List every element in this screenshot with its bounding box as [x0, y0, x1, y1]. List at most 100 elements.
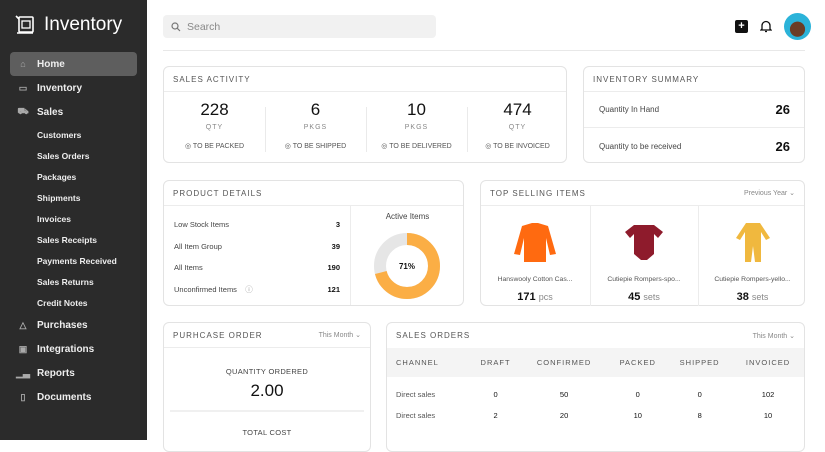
donut-active-arc	[374, 233, 440, 299]
column-header: CHANNEL	[387, 348, 472, 377]
bell-icon[interactable]	[760, 20, 772, 33]
sidebar-item-label: Purchases	[37, 319, 88, 331]
sidebar-item-label: Shipments	[37, 192, 81, 203]
sidebar-item-payments-received[interactable]: Payments Received	[10, 250, 137, 271]
product-detail-row[interactable]: All Item Group 39	[164, 236, 350, 258]
stat-value: 6	[310, 100, 321, 119]
sidebar-item-customers[interactable]: Customers	[10, 124, 137, 145]
top-selling-item[interactable]: Cutiepie Rompers-spo... 45 sets	[589, 206, 698, 306]
top-selling-item[interactable]: Hanswooly Cotton Cas... 171 pcs	[481, 206, 589, 306]
sidebar-item-shipments[interactable]: Shipments	[10, 187, 137, 208]
integrations-icon: ▣	[18, 343, 28, 354]
table-cell: 0	[635, 390, 640, 399]
donut-title: Active Items	[385, 212, 430, 221]
table-cell: 10	[763, 411, 773, 420]
stat-0[interactable]: 228 QTY ◎ TO BE PACKED	[164, 92, 265, 164]
info-icon[interactable]: ⓘ	[245, 284, 253, 294]
divider	[265, 107, 266, 152]
card-title: PRODUCT DETAILS	[173, 188, 263, 198]
stat-label: TO BE PACKED	[192, 143, 245, 150]
sidebar-item-inventory[interactable]: ▭ Inventory	[10, 76, 137, 100]
donut-label: 71%	[399, 262, 415, 271]
row-label: Quantity to be received	[599, 141, 682, 151]
check-circle-icon: ◎	[184, 143, 192, 150]
sidebar-item-label: Credit Notes	[37, 297, 88, 308]
row-value: 26	[775, 102, 790, 117]
period-dropdown[interactable]: This Month ⌄	[752, 332, 795, 340]
quantity-in-hand-row: Quantity In Hand 26	[584, 92, 804, 128]
row-label: Quantity In Hand	[599, 105, 660, 114]
sidebar-item-packages[interactable]: Packages	[10, 166, 137, 187]
table-row[interactable]: Direct sales 0 50 0 0 102	[387, 384, 804, 405]
item-unit: pcs	[538, 292, 553, 302]
stat-label: TO BE INVOICED	[493, 143, 550, 150]
sidebar-item-sales[interactable]: ⛟ Sales	[10, 100, 137, 124]
active-items-donut: 71%	[374, 233, 440, 299]
sidebar-item-invoices[interactable]: Invoices	[10, 208, 137, 229]
table-row[interactable]: Direct sales 2 20 10 8 10	[387, 405, 804, 426]
period-dropdown[interactable]: This Month ⌄	[318, 332, 361, 339]
stat-1[interactable]: 6 PKGS ◎ TO BE SHIPPED	[265, 92, 366, 164]
item-qty: 171	[517, 291, 536, 303]
sidebar-item-sales-orders[interactable]: Sales Orders	[10, 145, 137, 166]
divider	[170, 410, 364, 412]
sidebar: Inventory ⌂ Home ▭ Inventory ⛟ Sales Customers…	[0, 0, 147, 440]
top-selling-item[interactable]: Cutiepie Rompers-yello... 38 sets	[698, 206, 806, 306]
product-detail-row[interactable]: Unconfirmed Items ⓘ 121	[164, 279, 350, 301]
item-unit: sets	[643, 292, 660, 302]
stat-3[interactable]: 474 QTY ◎ TO BE INVOICED	[467, 92, 568, 164]
table-cell: 2	[493, 411, 498, 420]
product-image	[735, 223, 770, 262]
product-detail-row[interactable]: All Items 190	[164, 257, 350, 279]
row-label: Low Stock Items	[174, 220, 230, 230]
stat-unit: QTY	[205, 124, 224, 131]
stat-value: 10	[407, 100, 426, 119]
table-cell: 50	[559, 390, 569, 399]
item-name: Cutiepie Rompers-spo...	[607, 276, 681, 283]
sales-activity-card: SALES ACTIVITY 228 QTY ◎ TO BE PACKED 6 PKGS…	[163, 66, 567, 163]
sidebar-item-documents[interactable]: ▯ Documents	[10, 385, 137, 409]
sidebar-item-purchases[interactable]: △ Purchases	[10, 313, 137, 337]
check-circle-icon: ◎	[381, 143, 388, 150]
document-icon: ▯	[20, 391, 26, 402]
check-circle-icon: ◎	[485, 143, 492, 150]
row-label: All Item Group	[174, 241, 222, 251]
product-detail-row[interactable]: Low Stock Items 3	[164, 214, 350, 236]
sidebar-item-sales-receipts[interactable]: Sales Receipts	[10, 229, 137, 250]
row-value: 121	[327, 284, 340, 294]
row-value: 3	[335, 220, 340, 230]
sidebar-item-label: Inventory	[37, 82, 83, 94]
sidebar-item-label: Documents	[37, 391, 92, 403]
box-icon: ▭	[18, 82, 28, 93]
avatar[interactable]	[784, 13, 811, 40]
header-actions: +	[735, 13, 811, 40]
card-title: PURHCASE ORDER	[173, 330, 263, 340]
brand-logo[interactable]: Inventory	[14, 14, 122, 36]
table-cell: Direct sales	[396, 390, 436, 399]
item-unit: sets	[751, 292, 769, 302]
sidebar-item-home[interactable]: ⌂ Home	[10, 52, 137, 76]
sidebar-item-label: Sales Returns	[37, 276, 94, 287]
search-input[interactable]: Search	[163, 15, 436, 38]
sales-orders-card: SALES ORDERS This Month ⌄ CHANNEL DRAFT CON…	[386, 322, 805, 452]
header-divider	[163, 50, 805, 51]
bag-icon: △	[19, 319, 27, 330]
add-icon[interactable]: +	[735, 20, 748, 33]
sidebar-item-label: Customers	[37, 129, 82, 140]
item-qty: 38	[736, 291, 749, 303]
quantity-ordered-label: QUANTITY ORDERED	[225, 367, 309, 376]
sidebar-item-label: Payments Received	[37, 255, 117, 266]
divider	[350, 206, 351, 305]
sidebar-item-reports[interactable]: ▁▃ Reports	[10, 361, 137, 385]
row-value: 190	[327, 263, 340, 273]
card-title: INVENTORY SUMMARY	[593, 74, 700, 84]
column-header: INVOICED	[732, 348, 804, 377]
sidebar-item-sales-returns[interactable]: Sales Returns	[10, 271, 137, 292]
inventory-book-icon	[15, 15, 34, 34]
stat-unit: PKGS	[404, 124, 429, 131]
sidebar-item-integrations[interactable]: ▣ Integrations	[10, 337, 137, 361]
sidebar-item-credit-notes[interactable]: Credit Notes	[10, 292, 137, 313]
item-qty: 45	[628, 291, 641, 303]
stat-2[interactable]: 10 PKGS ◎ TO BE DELIVERED	[366, 92, 467, 164]
period-dropdown[interactable]: Previous Year ⌄	[743, 190, 795, 197]
